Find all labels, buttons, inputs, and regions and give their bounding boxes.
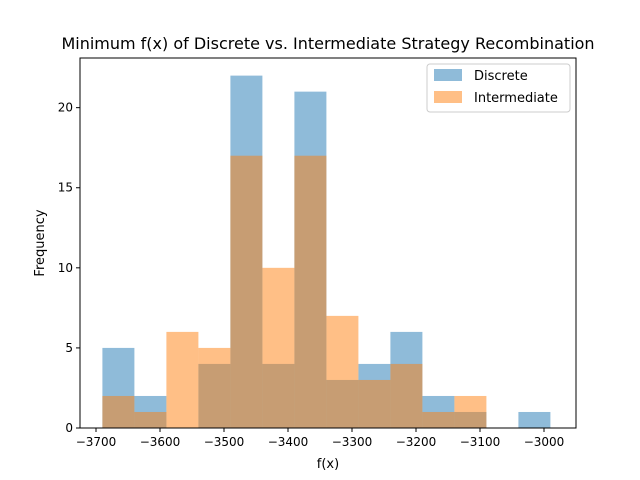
y-tick-label: 5 (65, 341, 73, 355)
ticks-layer: −3700 −3600 −3500 −3400 −3300 −3200 −3100 −3000… (58, 101, 565, 449)
histogram-bar-intermediate-4 (230, 155, 263, 428)
x-tick-label: −3600 (140, 435, 181, 449)
histogram-bar-intermediate-8 (358, 379, 391, 428)
y-tick-label: 20 (58, 101, 73, 115)
x-tick-label: −3400 (268, 435, 309, 449)
histogram-bar-intermediate-7 (326, 315, 359, 428)
x-tick-label: −3200 (396, 435, 437, 449)
y-axis-label: Frequency (33, 209, 48, 276)
histogram-bar-intermediate-10 (422, 411, 455, 428)
x-axis-label: f(x) (317, 457, 339, 472)
chart-title: Minimum f(x) of Discrete vs. Intermediat… (61, 34, 594, 53)
histogram-bar-intermediate-3 (198, 347, 231, 428)
legend-box (426, 63, 571, 113)
histogram-bar-intermediate-6 (294, 155, 327, 428)
x-tick-label: −3000 (524, 435, 565, 449)
plot-frame (79, 57, 577, 429)
x-tick-label: −3300 (332, 435, 373, 449)
y-tick-label: 0 (65, 421, 73, 435)
bars-layer (102, 75, 551, 429)
histogram-bar-discrete-13 (518, 411, 551, 428)
histogram-bar-intermediate-9 (390, 363, 423, 428)
x-tick-label: −3700 (76, 435, 117, 449)
histogram-bar-intermediate-2 (166, 331, 199, 428)
y-tick-label: 10 (58, 261, 73, 275)
legend-label-discrete: Discrete (474, 69, 528, 84)
legend-swatch-intermediate (434, 91, 462, 103)
x-tick-label: −3100 (460, 435, 501, 449)
histogram-bar-intermediate-11 (454, 395, 487, 428)
histogram-bar-intermediate-5 (262, 267, 295, 428)
legend: Discrete Intermediate (426, 63, 571, 113)
histogram-bar-intermediate-1 (134, 411, 167, 428)
legend-swatch-discrete (434, 69, 462, 81)
x-tick-label: −3500 (204, 435, 245, 449)
histogram-bar-intermediate-0 (102, 395, 135, 428)
legend-label-intermediate: Intermediate (474, 91, 558, 106)
y-tick-label: 15 (58, 181, 73, 195)
